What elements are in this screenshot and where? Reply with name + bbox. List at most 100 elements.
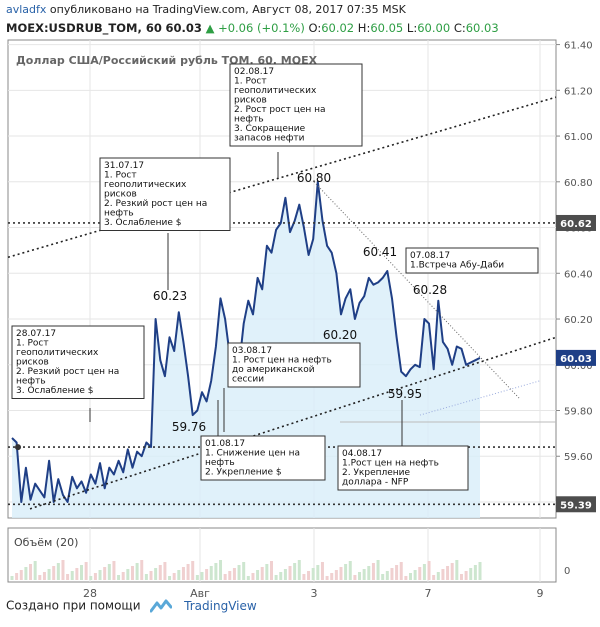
point-label: 60.80	[297, 171, 331, 185]
volume-bar	[464, 571, 468, 580]
price-badge-label: 60.03	[560, 354, 592, 365]
volume-bar	[168, 576, 172, 580]
lower-trend-line	[29, 336, 557, 510]
volume-bar	[344, 564, 348, 580]
annotation-line: доллара - NFP	[342, 478, 409, 488]
volume-bar	[455, 560, 459, 580]
volume-bar	[130, 566, 134, 580]
volume-bar	[10, 576, 14, 580]
annotation-line: геополитических	[234, 86, 317, 96]
author-link[interactable]: avladfx	[6, 3, 47, 16]
annotation-line: 1. Рост	[16, 339, 49, 349]
y-tick-label: 61.20	[564, 86, 593, 97]
annotation-box	[200, 435, 326, 481]
y-tick-label: 59.60	[564, 452, 593, 463]
annotation-line: 3. Ослабление $	[16, 386, 93, 396]
volume-bar	[70, 571, 74, 580]
volume-bar	[149, 571, 153, 580]
volume-bar	[135, 563, 139, 580]
annotation-box	[405, 247, 539, 274]
high-label: H:	[357, 21, 371, 35]
last-price: 60.03	[165, 21, 202, 35]
point-label: 60.41	[363, 245, 397, 259]
volume-bar	[459, 574, 463, 580]
volume-bar	[399, 562, 403, 580]
annotation-line: геополитических	[16, 348, 99, 358]
price-badge	[556, 496, 596, 513]
point-label: 59.76	[172, 420, 206, 434]
price-badge-label: 59.39	[560, 500, 592, 511]
volume-bar	[15, 573, 19, 580]
volume-bar	[334, 570, 338, 580]
volume-bar	[432, 575, 436, 580]
tradingview-brand[interactable]: TradingView	[184, 598, 257, 613]
volume-bar	[19, 570, 23, 580]
volume-bar	[269, 561, 273, 580]
volume-bar	[61, 560, 65, 580]
volume-bar	[446, 566, 450, 580]
x-tick-label: 3	[311, 587, 318, 600]
annotation-line: 01.08.17	[205, 439, 245, 449]
level-start-dot	[15, 444, 21, 451]
volume-bar	[251, 573, 255, 580]
annotation-line: 2. Резкий рост цен на	[16, 367, 119, 377]
volume-bar	[311, 568, 315, 580]
volume-bar	[316, 565, 320, 580]
volume-bar	[80, 565, 84, 580]
annotation-line: нефть	[104, 209, 134, 219]
annotation-line: геополитических	[104, 180, 187, 190]
volume-bar	[274, 575, 278, 580]
point-label: 60.23	[153, 289, 187, 303]
price-change: +0.06 (+0.1%)	[218, 21, 305, 35]
volume-bar	[385, 571, 389, 580]
volume-bar	[56, 563, 60, 580]
y-tick-label: 59.80	[564, 407, 593, 418]
y-tick-label: 60.20	[564, 315, 593, 326]
volume-bar	[205, 569, 209, 580]
annotation-line: 2. Укрепление	[342, 468, 411, 478]
symbol-name: MOEX:USDRUB_TOM, 60	[6, 21, 162, 35]
x-tick-label: 7	[425, 587, 432, 600]
volume-bar	[237, 565, 241, 580]
y-axis: 61.4061.2061.0060.8060.6060.4060.2060.00…	[556, 41, 593, 509]
volume-bar	[325, 576, 329, 580]
volume-bar	[33, 561, 37, 580]
volume-bar	[191, 561, 195, 580]
annotation-box	[99, 157, 231, 231]
volume-axis-label: 0	[564, 566, 570, 577]
volume-bar	[279, 572, 283, 580]
point-label: 60.20	[323, 328, 357, 342]
annotation-line: 2. Укрепление $	[205, 468, 282, 478]
volume-bar	[186, 564, 190, 580]
volume-bar	[283, 569, 287, 580]
volume-bar	[297, 560, 301, 580]
volume-bar	[408, 573, 412, 580]
annotation-line: 1.Рост цен на нефть	[342, 459, 439, 469]
point-label: 59.95	[388, 387, 422, 401]
volume-bar	[260, 567, 264, 580]
point-labels: 60.80 60.41 60.28 60.23 60.20 59.95 59.76	[153, 171, 447, 434]
volume-bar	[121, 572, 125, 580]
annotation-line: 2. Резкий рост цен на	[104, 199, 207, 209]
open-label: O:	[308, 21, 322, 35]
volume-bar	[436, 572, 440, 580]
volume-bar	[256, 570, 260, 580]
volume-bar	[246, 576, 250, 580]
volume-bar	[93, 573, 97, 580]
point-label: 60.28	[413, 283, 447, 297]
annotation-box	[11, 325, 145, 399]
volume-bar	[362, 569, 366, 580]
volume-bar	[367, 566, 371, 580]
volume-bar	[413, 570, 417, 580]
annotation-line: рисков	[234, 96, 267, 106]
y-tick-label: 61.00	[564, 132, 593, 143]
volume-bar	[163, 562, 167, 580]
created-with-text: Создано при помощи	[6, 598, 141, 613]
volume-bar	[219, 560, 223, 580]
x-tick-label: Авг	[190, 587, 210, 600]
volume-bar	[330, 573, 334, 580]
volume-bar	[24, 567, 28, 580]
